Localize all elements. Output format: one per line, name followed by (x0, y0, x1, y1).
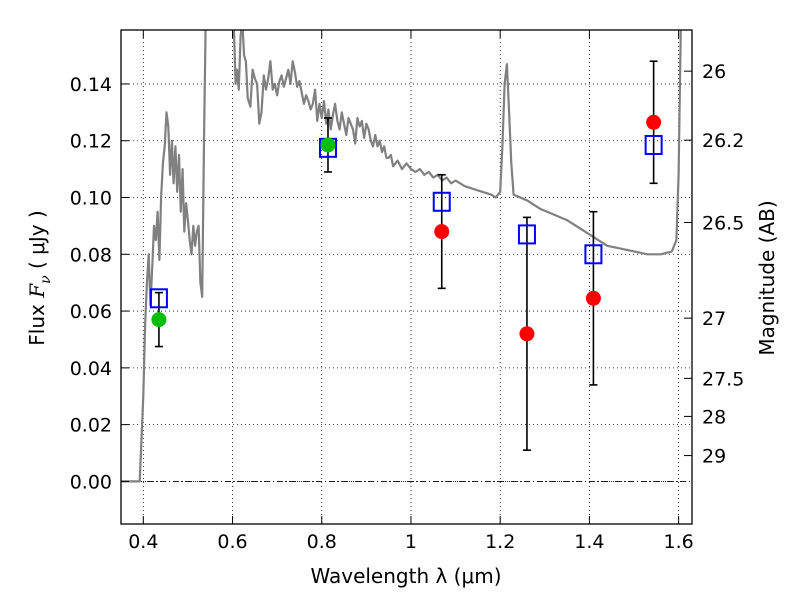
plot-frame (120, 29, 693, 525)
model-point-square (149, 288, 168, 309)
magnitude-tick-label: 26.2 (702, 130, 744, 152)
magnitude-tick-label: 27 (702, 308, 726, 330)
grid (121, 30, 692, 524)
y-tick-label: 0.06 (70, 301, 112, 323)
y-axis-ticks: 0.00 0.02 0.04 0.06 0.08 0.10 0.12 0.14 (70, 74, 129, 493)
y-tick-label: 0.08 (70, 244, 112, 266)
x-axis-ticks: 0.4 0.6 0.8 1 1.2 1.4 1.6 (128, 30, 694, 553)
green-data-point (320, 137, 336, 153)
right-axis-label: Magnitude (AB) (755, 200, 779, 355)
x-axis-label: Wavelength λ (μm) (310, 564, 501, 588)
x-tick-label: 1.6 (664, 531, 694, 553)
red-data-point (585, 290, 601, 306)
y-tick-label: 0.04 (70, 358, 112, 380)
model-point-square (432, 191, 451, 212)
y-axis-label: Flux Fν ( μJy ) (25, 210, 54, 345)
model-spectrum-line (121, 30, 682, 483)
x-tick-label: 0.6 (217, 531, 247, 553)
error-bars (154, 60, 658, 451)
y-tick-label: 0.12 (70, 131, 112, 153)
data-markers (149, 114, 663, 342)
y-tick-label: 0.00 (70, 471, 112, 493)
magnitude-tick-label: 26.5 (702, 212, 744, 234)
y-tick-label: 0.10 (70, 188, 112, 210)
magnitude-tick-label: 26 (702, 61, 726, 83)
model-point-square (584, 244, 603, 265)
y-tick-label: 0.14 (70, 74, 112, 96)
green-data-point (151, 312, 167, 328)
model-spectrum (121, 30, 682, 483)
red-data-point (434, 224, 450, 240)
x-tick-label: 0.8 (307, 531, 337, 553)
y-tick-label: 0.02 (70, 415, 112, 437)
x-tick-label: 0.4 (128, 531, 158, 553)
x-tick-label: 1 (405, 531, 417, 553)
x-tick-label: 1.2 (485, 531, 515, 553)
red-data-point (519, 326, 535, 342)
magnitude-tick-label: 28 (702, 406, 726, 428)
x-tick-label: 1.4 (574, 531, 604, 553)
magnitude-tick-label: 27.5 (702, 368, 744, 390)
red-data-point (646, 114, 662, 130)
magnitude-tick-label: 29 (702, 446, 726, 468)
model-point-square (644, 134, 663, 155)
model-point-square (517, 224, 536, 245)
right-axis-ticks: 26 26.2 26.5 27 27.5 28 29 (684, 61, 744, 468)
